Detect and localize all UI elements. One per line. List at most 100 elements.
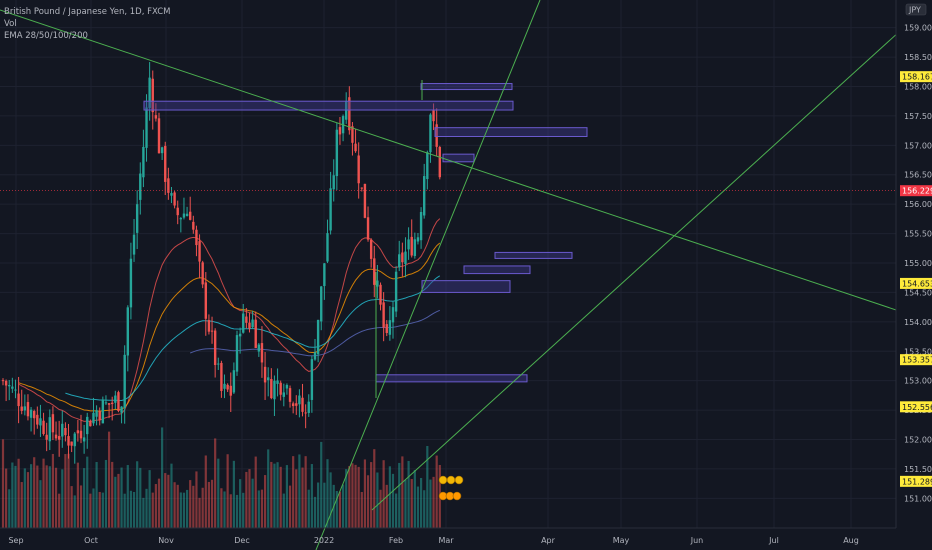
candle-body	[245, 316, 248, 323]
ema-indicator-label[interactable]: EMA 28/50/100/200	[4, 31, 88, 41]
volume-bar	[323, 482, 326, 528]
candle-body	[101, 399, 105, 424]
candle-body	[92, 412, 95, 424]
price-tick-label: 158.500	[904, 53, 932, 62]
candle-body	[135, 204, 139, 233]
candle-body	[132, 234, 136, 255]
volume-bar	[142, 497, 145, 528]
volume-bar	[79, 485, 83, 528]
volume-bar	[248, 469, 251, 528]
volume-bar	[64, 454, 67, 528]
candle-body	[167, 178, 170, 193]
volume-indicator-label[interactable]: Vol	[4, 19, 17, 29]
time-tick-label: Aug	[843, 536, 859, 545]
time-tick-label: Jun	[690, 536, 704, 545]
candle-body	[151, 78, 154, 113]
currency-badge[interactable]: JPY	[905, 3, 927, 16]
candle-body	[76, 430, 80, 434]
volume-bar	[101, 492, 104, 528]
candle-body	[251, 319, 254, 328]
volume-bar	[42, 458, 45, 528]
volume-bar	[426, 446, 429, 528]
zone-rect	[434, 127, 588, 137]
price-tick-label: 153.500	[904, 347, 932, 356]
symbol-label[interactable]: British Pound / Japanese Yen, 1D, FXCM	[4, 7, 171, 17]
candle-body	[98, 411, 101, 421]
volume-bar	[151, 492, 154, 528]
candle-body	[89, 420, 92, 427]
volume-bar	[8, 489, 11, 528]
volume-bar	[14, 465, 17, 528]
candle-body	[316, 319, 320, 355]
volume-bar	[307, 489, 310, 528]
candle-body	[394, 271, 398, 312]
volume-bar	[39, 480, 42, 528]
volume-bar	[129, 490, 133, 528]
event-markers[interactable]	[438, 475, 464, 501]
volume-bar	[239, 479, 242, 528]
candle-body	[248, 322, 251, 329]
candle-body	[273, 380, 276, 400]
volume-bar	[354, 464, 357, 528]
price-tag-label: 154.653	[902, 279, 932, 288]
candle-body	[376, 280, 379, 287]
time-axis-labels[interactable]: Sep Oct Nov Dec 2022 Feb Mar Apr May Jun Jul Aug	[8, 536, 858, 545]
volume-bar	[263, 475, 267, 528]
volume-bar	[83, 468, 86, 528]
candle-body	[242, 313, 245, 333]
candle-body	[170, 193, 173, 196]
price-axis[interactable]	[896, 0, 932, 550]
volume-bar	[366, 475, 370, 528]
candle-body	[310, 359, 314, 400]
candle-body	[29, 409, 33, 418]
candle-body	[95, 410, 98, 417]
volume-bar	[348, 466, 351, 528]
volume-bars	[1, 427, 441, 528]
volume-bar	[76, 462, 79, 528]
zone-rect	[494, 251, 573, 259]
economic-event-icon	[446, 475, 456, 485]
time-tick-label: Jul	[768, 536, 779, 545]
volume-bar	[226, 454, 229, 528]
volume-bar	[157, 478, 161, 528]
volume-bar	[301, 467, 304, 528]
price-tag	[900, 401, 932, 413]
volume-bar	[182, 492, 186, 528]
candle-body	[39, 418, 42, 426]
candle-body	[432, 110, 435, 122]
price-tag-label: 153.357	[902, 356, 932, 365]
volume-bar	[385, 484, 388, 528]
candle-body	[354, 143, 357, 152]
volume-bar	[260, 489, 264, 528]
candle-body	[204, 282, 207, 319]
price-tag-label: 151.289	[902, 477, 932, 486]
candle-body	[379, 284, 382, 305]
volume-bar	[164, 473, 167, 528]
candle-body	[429, 114, 432, 153]
volume-bar	[123, 493, 126, 528]
volume-bar	[95, 462, 98, 528]
candle-body	[285, 384, 289, 389]
volume-bar	[288, 485, 292, 528]
volume-bar	[282, 493, 285, 528]
volume-bar	[257, 490, 260, 528]
volume-bar	[92, 488, 95, 528]
volume-bar	[48, 466, 51, 528]
candle-body	[373, 258, 376, 285]
volume-bar	[335, 490, 338, 528]
candle-body	[345, 101, 348, 120]
candle-body	[220, 362, 223, 391]
candle-body	[419, 211, 423, 241]
volume-bar	[279, 466, 282, 528]
supply-demand-zones[interactable]	[143, 83, 588, 383]
candle-body	[366, 217, 370, 240]
candle-body	[260, 343, 264, 363]
price-tags: 158.167 156.229 154.653 153.357 152.556 151.2…	[900, 71, 932, 487]
volume-bar	[317, 482, 320, 528]
volume-bar	[117, 473, 120, 528]
candle-body	[11, 386, 14, 389]
volume-bar	[254, 456, 257, 528]
